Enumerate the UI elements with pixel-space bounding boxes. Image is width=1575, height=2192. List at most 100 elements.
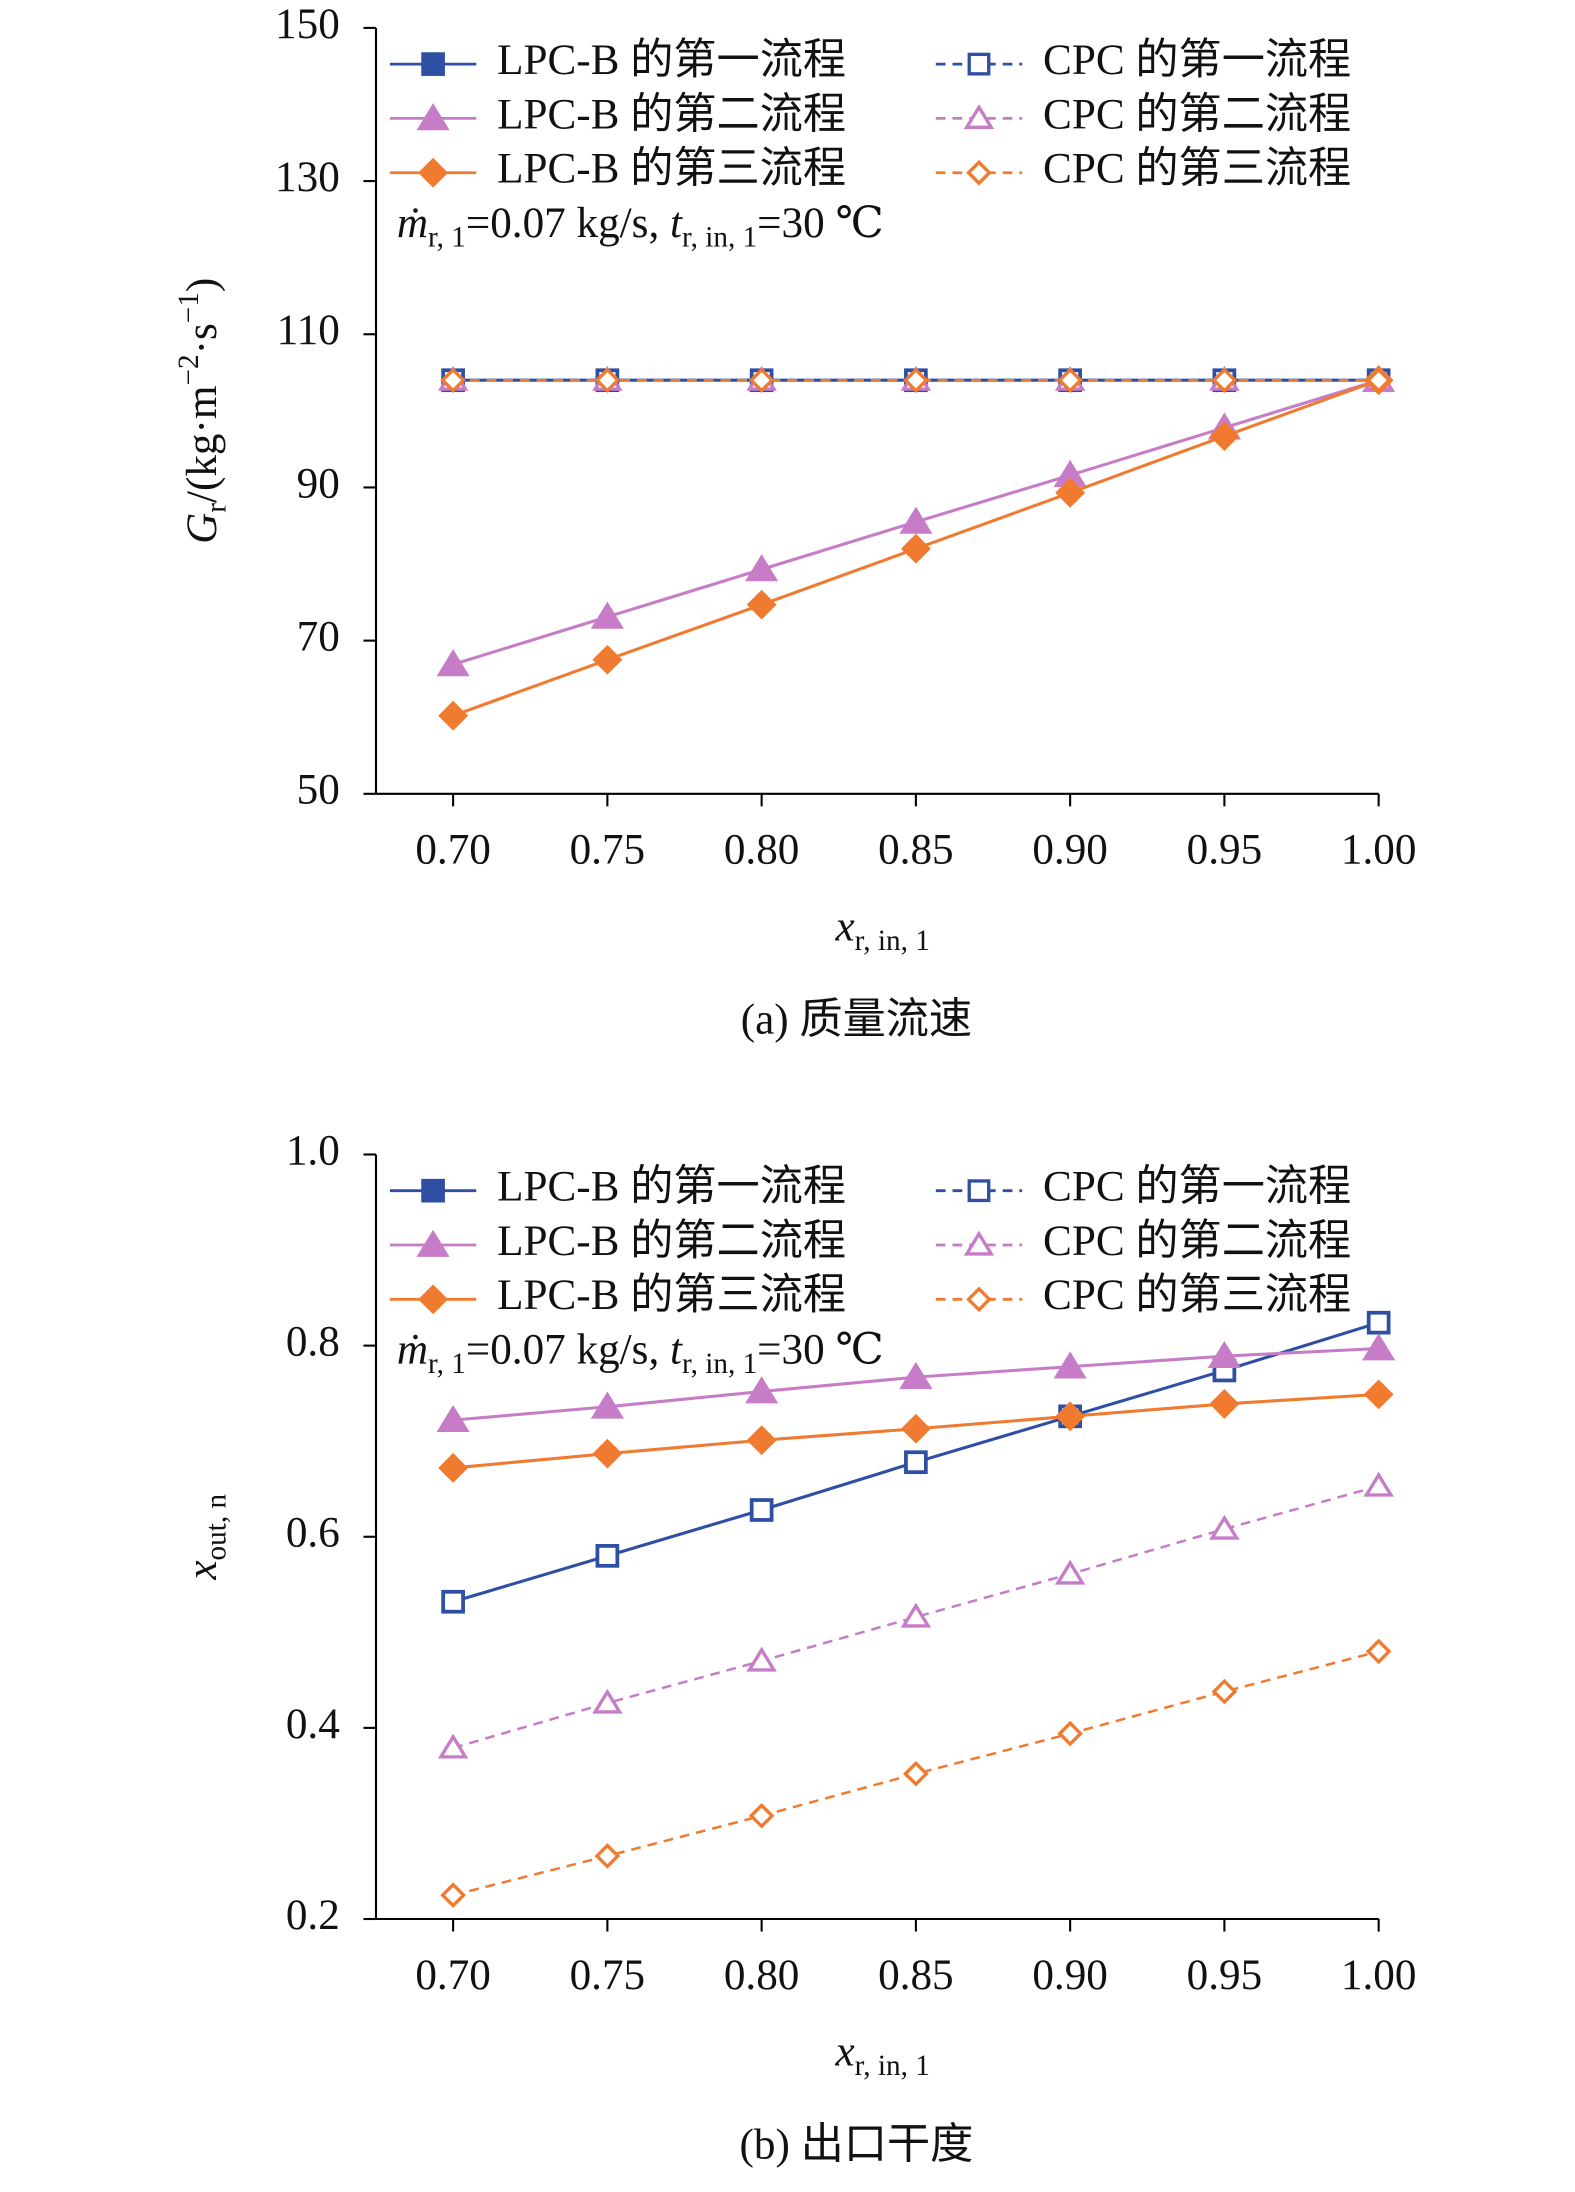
annotation: ṁr, 1=0.07 kg/s, tr, in, 1=30 ℃ xyxy=(397,1327,884,1380)
marker xyxy=(1365,1638,1392,1665)
text-segment: ) xyxy=(179,278,226,292)
caption: (b) 出口干度 xyxy=(740,2122,974,2169)
legend-label: LPC-B 的第一流程 xyxy=(497,37,846,84)
text-segment: r, in, 1 xyxy=(682,221,757,253)
marker xyxy=(966,1286,992,1313)
y-tick-label: 90 xyxy=(297,460,340,507)
marker xyxy=(1211,367,1238,394)
marker xyxy=(966,159,992,186)
text-segment: r, in, 1 xyxy=(682,1348,757,1380)
chart: 0.2 0.4 0.6 0.8 1.0 0.70 0.75 0.80 0.85 0.90 0.95 1… xyxy=(179,1127,1416,2168)
y-tick-label: 150 xyxy=(275,1,340,48)
text-segment: −2 xyxy=(172,354,204,385)
text-segment: r, in, 1 xyxy=(855,2050,930,2082)
marker xyxy=(421,52,445,76)
marker xyxy=(592,1688,623,1714)
y-tick-label: 70 xyxy=(297,614,340,661)
text-segment: ṁ xyxy=(397,1327,428,1374)
marker xyxy=(967,52,991,76)
marker xyxy=(436,649,470,677)
y-tick-label: 110 xyxy=(277,307,340,354)
text-segment: out, n xyxy=(200,1493,232,1560)
y-axis-label: Gr/(kg·m−2·s−1) xyxy=(172,278,232,544)
text-segment: t xyxy=(670,1327,683,1374)
marker xyxy=(421,1178,445,1203)
text-segment: ṁ xyxy=(397,200,428,247)
marker xyxy=(1057,367,1083,394)
text-segment: G xyxy=(179,513,226,544)
marker xyxy=(436,1404,470,1432)
marker xyxy=(1057,1720,1083,1747)
marker xyxy=(900,1413,931,1444)
caption: (a) 质量流速 xyxy=(741,996,972,1043)
x-tick-label: 1.00 xyxy=(1341,1952,1417,1999)
y-tick-label: 0.8 xyxy=(286,1319,340,1366)
legend-label: LPC-B 的第三流程 xyxy=(497,146,846,193)
marker xyxy=(590,601,624,629)
legend-label: CPC 的第三流程 xyxy=(1043,146,1351,193)
marker xyxy=(1054,1559,1086,1585)
marker xyxy=(438,1453,469,1483)
chart: 50 70 90 110 130 150 0.70 0.75 0.80 0.85 0.90 0.95 1… xyxy=(172,1,1416,1044)
marker xyxy=(1367,1311,1391,1335)
text-segment: =0.07 kg/s, xyxy=(466,1327,670,1374)
x-tick-label: 0.80 xyxy=(724,1952,800,1999)
y-tick-label: 1.0 xyxy=(286,1127,340,1174)
marker xyxy=(418,1284,449,1315)
marker xyxy=(1363,1379,1394,1410)
text-segment: r, in, 1 xyxy=(855,925,930,957)
marker xyxy=(900,533,931,564)
text-segment: x xyxy=(835,2028,855,2075)
marker xyxy=(967,1179,991,1203)
marker xyxy=(746,589,777,620)
x-tick-label: 0.70 xyxy=(415,827,491,874)
marker xyxy=(416,103,450,131)
x-axis-label: xr, in, 1 xyxy=(835,903,930,956)
legend-label: CPC 的第一流程 xyxy=(1043,1164,1351,1211)
marker xyxy=(904,1450,928,1474)
legend-label: LPC-B 的第二流程 xyxy=(497,1218,846,1265)
text-segment: r xyxy=(200,503,232,513)
marker xyxy=(437,1733,469,1759)
marker xyxy=(590,1391,624,1419)
marker xyxy=(745,1376,779,1404)
marker xyxy=(750,1498,774,1522)
text-segment: x xyxy=(835,903,855,950)
x-tick-label: 0.85 xyxy=(878,827,954,874)
marker xyxy=(903,1760,929,1787)
x-tick-label: 0.85 xyxy=(878,1952,954,1999)
text-segment: ·s xyxy=(179,323,226,354)
marker xyxy=(963,1230,995,1256)
y-axis-label: xout, n xyxy=(179,1493,232,1580)
marker xyxy=(594,367,621,394)
x-tick-label: 0.90 xyxy=(1032,827,1108,874)
x-tick-label: 0.75 xyxy=(570,1952,646,1999)
y-tick-label: 0.2 xyxy=(286,1892,340,1939)
legend-label: CPC 的第一流程 xyxy=(1043,37,1351,84)
text-segment: r, 1 xyxy=(428,1348,466,1380)
marker xyxy=(592,1438,623,1469)
marker xyxy=(1211,1678,1238,1705)
x-axis-label: xr, in, 1 xyxy=(835,2028,930,2081)
legend-label: LPC-B 的第一流程 xyxy=(497,1164,846,1211)
marker xyxy=(1362,1333,1396,1361)
x-tick-label: 1.00 xyxy=(1341,827,1417,874)
x-tick-label: 0.70 xyxy=(415,1952,491,1999)
marker xyxy=(903,367,929,394)
marker xyxy=(899,506,933,534)
marker xyxy=(963,104,995,129)
x-tick-label: 0.95 xyxy=(1187,1952,1263,1999)
marker xyxy=(592,644,623,675)
marker xyxy=(1209,1389,1240,1419)
legend-label: CPC 的第二流程 xyxy=(1043,91,1351,138)
marker xyxy=(1209,1514,1240,1540)
legend-label: LPC-B 的第二流程 xyxy=(497,91,846,138)
x-tick-label: 0.80 xyxy=(724,827,800,874)
marker xyxy=(416,1229,450,1257)
text-segment: −1 xyxy=(172,292,204,323)
marker xyxy=(745,554,779,582)
y-tick-label: 0.6 xyxy=(286,1510,340,1557)
x-tick-label: 0.75 xyxy=(570,827,646,874)
marker xyxy=(1209,421,1240,452)
